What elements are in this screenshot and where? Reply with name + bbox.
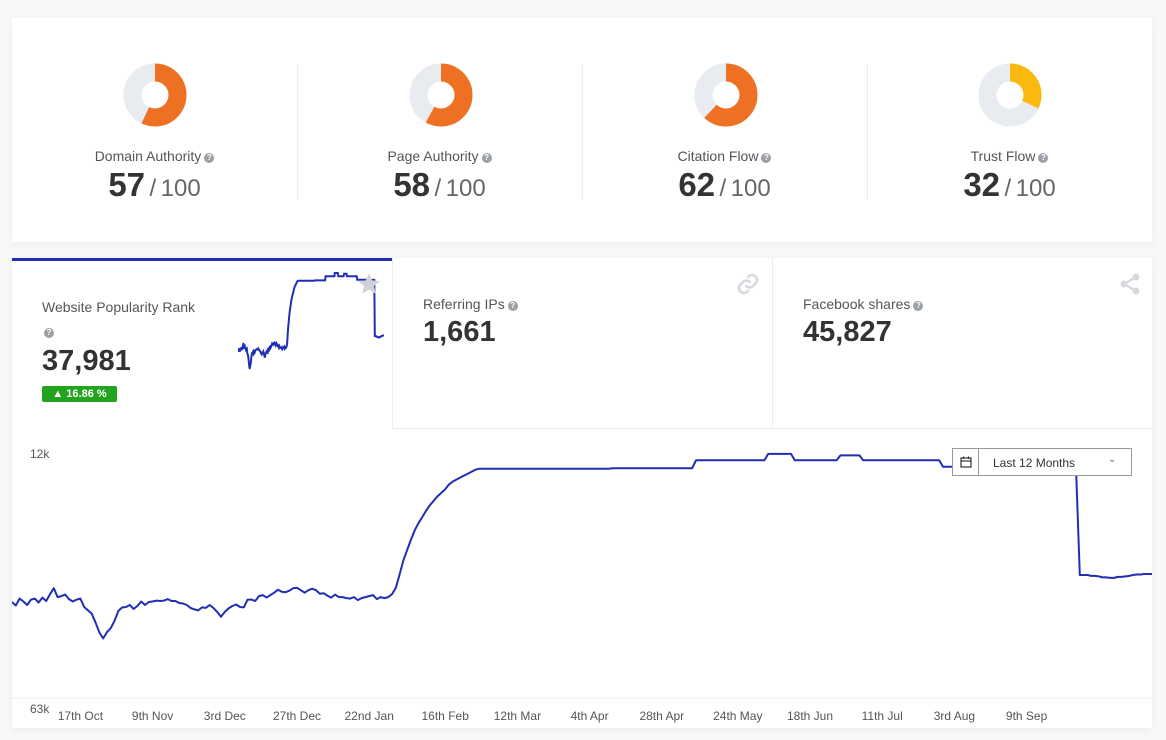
help-icon[interactable]: ?: [1038, 153, 1049, 163]
metric-label-text: Page Authority: [387, 148, 479, 164]
metric-domain-authority: Domain Authority? 57 / 100: [12, 18, 297, 242]
x-tick-label: 12th Mar: [494, 709, 541, 723]
donut-arc: [409, 63, 473, 127]
change-value: 16.86 %: [66, 388, 107, 400]
donut-citation-flow: [694, 63, 758, 127]
metric-label-text: Citation Flow: [677, 148, 759, 164]
divider: [582, 64, 583, 200]
metric-separator: /: [434, 175, 442, 202]
x-tick-label: 3rd Dec: [204, 709, 246, 723]
calendar-button[interactable]: [953, 449, 979, 475]
x-tick-label: 17th Oct: [58, 709, 104, 723]
x-tick-label: 4th Apr: [571, 709, 609, 723]
metric-value: 58 / 100: [297, 166, 582, 204]
date-range-select[interactable]: Last 12 Months ⌄: [952, 448, 1132, 476]
metric-value-number: 32: [963, 166, 1001, 203]
help-icon[interactable]: ?: [481, 153, 492, 163]
divider: [392, 428, 1152, 429]
metric-max: 100: [160, 175, 201, 202]
link-icon: [737, 273, 759, 295]
star-icon[interactable]: [356, 271, 382, 297]
donut-arc: [978, 63, 1042, 127]
divider: [772, 258, 773, 428]
link-shape: [737, 273, 759, 295]
donut-arc: [123, 63, 187, 127]
star-shape: [358, 273, 380, 294]
tab-facebook-shares[interactable]: Facebook shares? 45,827: [772, 258, 1152, 428]
x-tick-label: 16th Feb: [422, 709, 470, 723]
chart-series-line: [12, 452, 1152, 640]
stat-value: 37,981: [42, 345, 131, 377]
stat-value: 1,661: [423, 316, 496, 348]
stat-label-wrap: Referring IPs?: [423, 296, 518, 312]
x-axis-ticks: 17th Oct 9th Nov 3rd Dec 27th Dec 22nd Jan 16…: [58, 709, 1048, 723]
date-range-value: Last 12 Months: [993, 456, 1076, 470]
sparkline-series: [238, 272, 384, 370]
metric-value-number: 62: [678, 166, 716, 203]
y-axis-bottom-label: 63k: [30, 702, 50, 716]
x-tick-label: 11th Jul: [862, 709, 903, 723]
metric-label: Domain Authority?: [12, 148, 297, 164]
x-tick-label: 3rd Aug: [934, 709, 975, 723]
x-tick-label: 27th Dec: [273, 709, 321, 723]
y-axis-top-label: 12k: [30, 447, 50, 461]
x-tick-label: 22nd Jan: [345, 709, 394, 723]
metric-value: 62 / 100: [582, 166, 867, 204]
arrow-up-icon: ▲: [52, 388, 64, 400]
popularity-chart: 12k 63k 17th Oct 9th Nov 3rd Dec 27th Dec 22…: [12, 447, 1152, 723]
help-icon[interactable]: ?: [761, 153, 772, 163]
x-tick-label: 18th Jun: [787, 709, 833, 723]
change-badge: ▲ 16.86 %: [42, 386, 117, 402]
x-tick-label: 9th Nov: [132, 709, 173, 723]
sparkline: [238, 272, 384, 370]
help-icon[interactable]: ?: [913, 301, 924, 311]
metric-value: 32 / 100: [867, 166, 1152, 204]
donut-domain-authority: [123, 63, 187, 127]
metric-value-number: 57: [108, 166, 146, 203]
metric-citation-flow: Citation Flow? 62 / 100: [582, 18, 867, 242]
metric-separator: /: [719, 175, 727, 202]
share-icon[interactable]: [1118, 272, 1142, 296]
x-tick-label: 28th Apr: [639, 709, 684, 723]
metric-separator: /: [149, 175, 157, 202]
donut-arc: [694, 63, 758, 127]
metric-label: Trust Flow?: [867, 148, 1152, 164]
stats-card: Website Popularity Rank ? 37,981 ▲ 16.86…: [12, 258, 1152, 728]
metrics-card: Domain Authority? 57 / 100 Page Authorit…: [12, 18, 1152, 242]
metric-max: 100: [445, 175, 486, 202]
divider: [867, 64, 868, 200]
calendar-icon: [960, 456, 972, 468]
metric-value-number: 58: [393, 166, 431, 203]
help-icon[interactable]: ?: [204, 153, 215, 163]
metric-max: 100: [730, 175, 771, 202]
stat-label: Website Popularity Rank: [42, 299, 196, 315]
donut-page-authority: [409, 63, 473, 127]
divider: [297, 64, 298, 200]
metric-page-authority: Page Authority? 58 / 100: [297, 18, 582, 242]
metric-label: Page Authority?: [297, 148, 582, 164]
share-lines: [1121, 276, 1137, 292]
x-tick-label: 24th May: [713, 709, 762, 723]
metric-value: 57 / 100: [12, 166, 297, 204]
stat-label: Referring IPs: [423, 296, 505, 312]
metric-max: 100: [1015, 175, 1056, 202]
tab-referring-ips[interactable]: Referring IPs? 1,661: [392, 258, 772, 428]
stat-label-wrap: Facebook shares?: [803, 296, 924, 312]
help-icon[interactable]: ?: [44, 328, 54, 338]
divider: [392, 258, 393, 428]
stat-label: Facebook shares: [803, 296, 911, 312]
metric-separator: /: [1004, 175, 1012, 202]
metric-label: Citation Flow?: [582, 148, 867, 164]
metric-label-text: Domain Authority: [94, 148, 202, 164]
metric-trust-flow: Trust Flow? 32 / 100: [867, 18, 1152, 242]
help-icon[interactable]: ?: [507, 301, 518, 311]
donut-trust-flow: [978, 63, 1042, 127]
metric-label-text: Trust Flow: [970, 148, 1036, 164]
chevron-down-icon: ⌄: [1108, 454, 1117, 465]
stat-value: 45,827: [803, 316, 892, 348]
x-tick-label: 9th Sep: [1006, 709, 1048, 723]
tab-popularity-rank[interactable]: Website Popularity Rank ? 37,981 ▲ 16.86…: [12, 258, 392, 428]
